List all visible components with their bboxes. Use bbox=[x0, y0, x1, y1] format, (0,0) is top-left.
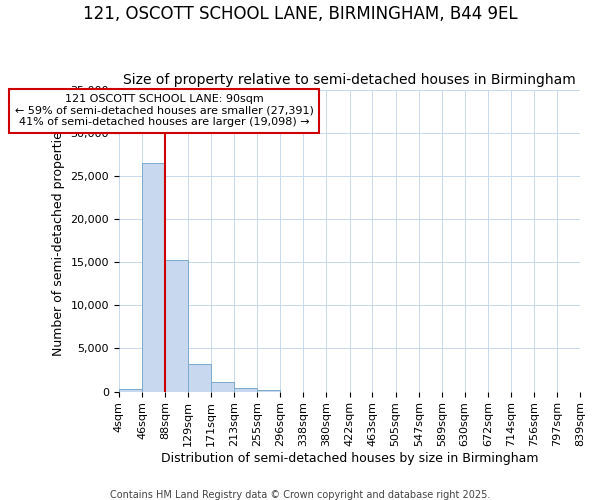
Text: 121 OSCOTT SCHOOL LANE: 90sqm
← 59% of semi-detached houses are smaller (27,391): 121 OSCOTT SCHOOL LANE: 90sqm ← 59% of s… bbox=[14, 94, 314, 128]
X-axis label: Distribution of semi-detached houses by size in Birmingham: Distribution of semi-detached houses by … bbox=[161, 452, 538, 465]
Text: 121, OSCOTT SCHOOL LANE, BIRMINGHAM, B44 9EL: 121, OSCOTT SCHOOL LANE, BIRMINGHAM, B44… bbox=[83, 5, 517, 23]
Bar bbox=[257, 390, 280, 392]
Bar bbox=[119, 388, 142, 392]
Bar bbox=[142, 163, 165, 392]
Bar bbox=[234, 388, 257, 392]
Title: Size of property relative to semi-detached houses in Birmingham: Size of property relative to semi-detach… bbox=[123, 73, 576, 87]
Y-axis label: Number of semi-detached properties: Number of semi-detached properties bbox=[52, 125, 65, 356]
Bar bbox=[188, 364, 211, 392]
Text: Contains HM Land Registry data © Crown copyright and database right 2025.: Contains HM Land Registry data © Crown c… bbox=[110, 490, 490, 500]
Bar bbox=[165, 260, 188, 392]
Bar bbox=[211, 382, 234, 392]
